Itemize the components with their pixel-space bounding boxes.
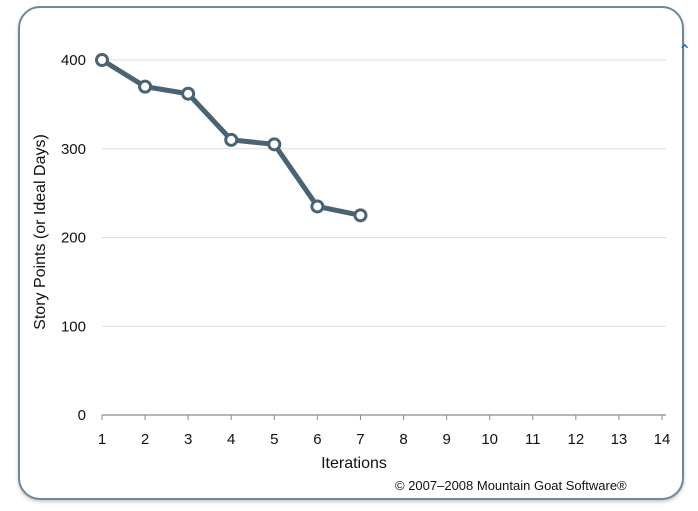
data-points [95, 53, 368, 223]
data-point [310, 199, 325, 214]
x-tick-label: 6 [313, 431, 321, 448]
data-point [181, 86, 196, 101]
x-tick-label: 11 [525, 431, 541, 448]
axes [101, 414, 666, 420]
data-point [138, 79, 153, 94]
x-tick-label: 14 [654, 431, 671, 448]
y-tick-label: 0 [78, 407, 86, 424]
x-tick-label: 12 [568, 431, 585, 448]
x-tick-label: 13 [611, 431, 628, 448]
x-tick-label: 2 [141, 431, 149, 448]
corner-arc-icon: ⌃ [678, 43, 692, 60]
y-tick-labels: 0 100 200 300 400 [61, 52, 86, 424]
x-tick-label: 1 [98, 431, 106, 448]
grid-lines [102, 59, 666, 327]
x-tick-labels: 1 2 3 4 5 6 7 8 9 10 11 12 13 14 [98, 431, 671, 448]
x-tick-label: 8 [399, 431, 407, 448]
data-point [267, 137, 282, 152]
y-axis-title: Story Points (or Ideal Days) [32, 134, 49, 330]
y-tick-label: 400 [61, 52, 86, 69]
chart-panel [18, 6, 684, 500]
y-tick-label: 300 [61, 141, 86, 158]
y-tick-label: 100 [61, 318, 86, 335]
x-tick-label: 5 [270, 431, 278, 448]
x-tick-label: 4 [227, 431, 235, 448]
x-tick-label: 10 [481, 431, 498, 448]
y-tick-label: 200 [61, 230, 86, 247]
x-tick-label: 7 [356, 431, 364, 448]
data-point [224, 132, 239, 147]
data-point [353, 208, 368, 223]
x-tick-label: 9 [442, 431, 450, 448]
data-point [95, 53, 109, 67]
copyright-notice: © 2007–2008 Mountain Goat Software® [395, 478, 627, 493]
x-axis-title: Iterations [321, 455, 387, 472]
x-tick-label: 3 [184, 431, 192, 448]
